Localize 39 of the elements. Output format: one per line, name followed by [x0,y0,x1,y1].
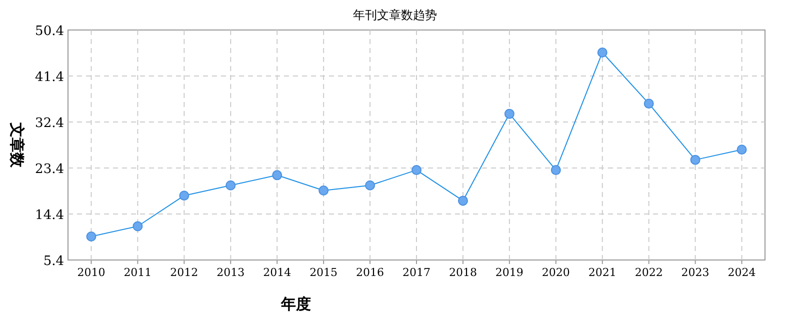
x-tick-label: 2011 [124,266,152,279]
x-tick-label: 2023 [681,266,710,279]
x-tick-label: 2010 [77,266,106,279]
y-tick-label: 50.4 [35,24,64,39]
y-tick-label: 41.4 [35,70,64,85]
x-tick-label: 2014 [263,266,292,279]
point [458,196,468,206]
x-tick-label: 2021 [588,266,616,279]
point [412,165,422,176]
x-tick-label: 2017 [402,266,430,279]
point [597,47,608,58]
x-tick-label: 2020 [542,266,570,279]
x-tick-label: 2016 [356,266,384,279]
point [272,170,282,180]
x-tick-label: 2012 [170,266,198,279]
x-tick-label: 2015 [310,266,338,279]
point [644,98,654,109]
x-tick-label: 2019 [495,266,524,279]
chart-title: 年刊文章数趋势 [353,8,437,22]
x-tick-label: 2013 [216,266,245,279]
point [132,221,143,232]
point [736,144,747,155]
point [550,165,561,176]
point [365,180,376,190]
y-tick-label: 23.4 [35,162,64,177]
x-tick-label: 2022 [634,266,663,279]
point [226,180,236,190]
point [690,154,700,165]
x-axis-title: 年度 [280,295,311,313]
point [179,190,190,201]
y-axis-title: 文章数 [8,122,26,168]
x-tick-label: 2018 [448,266,477,279]
x-tick-label: 2024 [728,266,756,279]
y-tick-label: 32.4 [35,116,64,131]
y-tick-label: 5.4 [43,254,64,269]
point [318,185,329,196]
y-tick-label: 14.4 [35,208,64,223]
point [504,108,514,119]
point [86,231,96,242]
